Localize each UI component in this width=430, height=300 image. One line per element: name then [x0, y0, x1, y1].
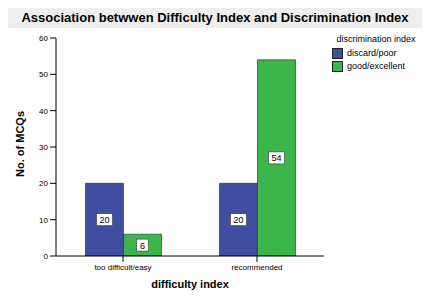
svg-text:20: 20 — [233, 215, 243, 225]
svg-text:difficulty index: difficulty index — [151, 278, 230, 290]
html-text:discrimination index: discrimination index — [336, 34, 416, 44]
svg-text:recommended: recommended — [231, 263, 282, 272]
html-text:Association betwwen Difficulty: Association betwwen Difficulty Index and… — [21, 10, 409, 25]
svg-text:40: 40 — [39, 107, 48, 116]
svg-text:20: 20 — [39, 179, 48, 188]
svg-text:10: 10 — [39, 216, 48, 225]
svg-text:too difficult/easy: too difficult/easy — [94, 263, 151, 272]
svg-text:6: 6 — [140, 241, 145, 251]
svg-text:20: 20 — [99, 215, 109, 225]
html-text:discard/poor: discard/poor — [347, 48, 397, 58]
svg-text:0: 0 — [44, 252, 49, 261]
svg-text:30: 30 — [39, 143, 48, 152]
svg-text:54: 54 — [271, 153, 281, 163]
svg-text:No. of MCQs: No. of MCQs — [14, 111, 26, 177]
html-text:good/excellent: good/excellent — [347, 61, 405, 71]
svg-text:60: 60 — [39, 34, 48, 43]
svg-text:50: 50 — [39, 70, 48, 79]
